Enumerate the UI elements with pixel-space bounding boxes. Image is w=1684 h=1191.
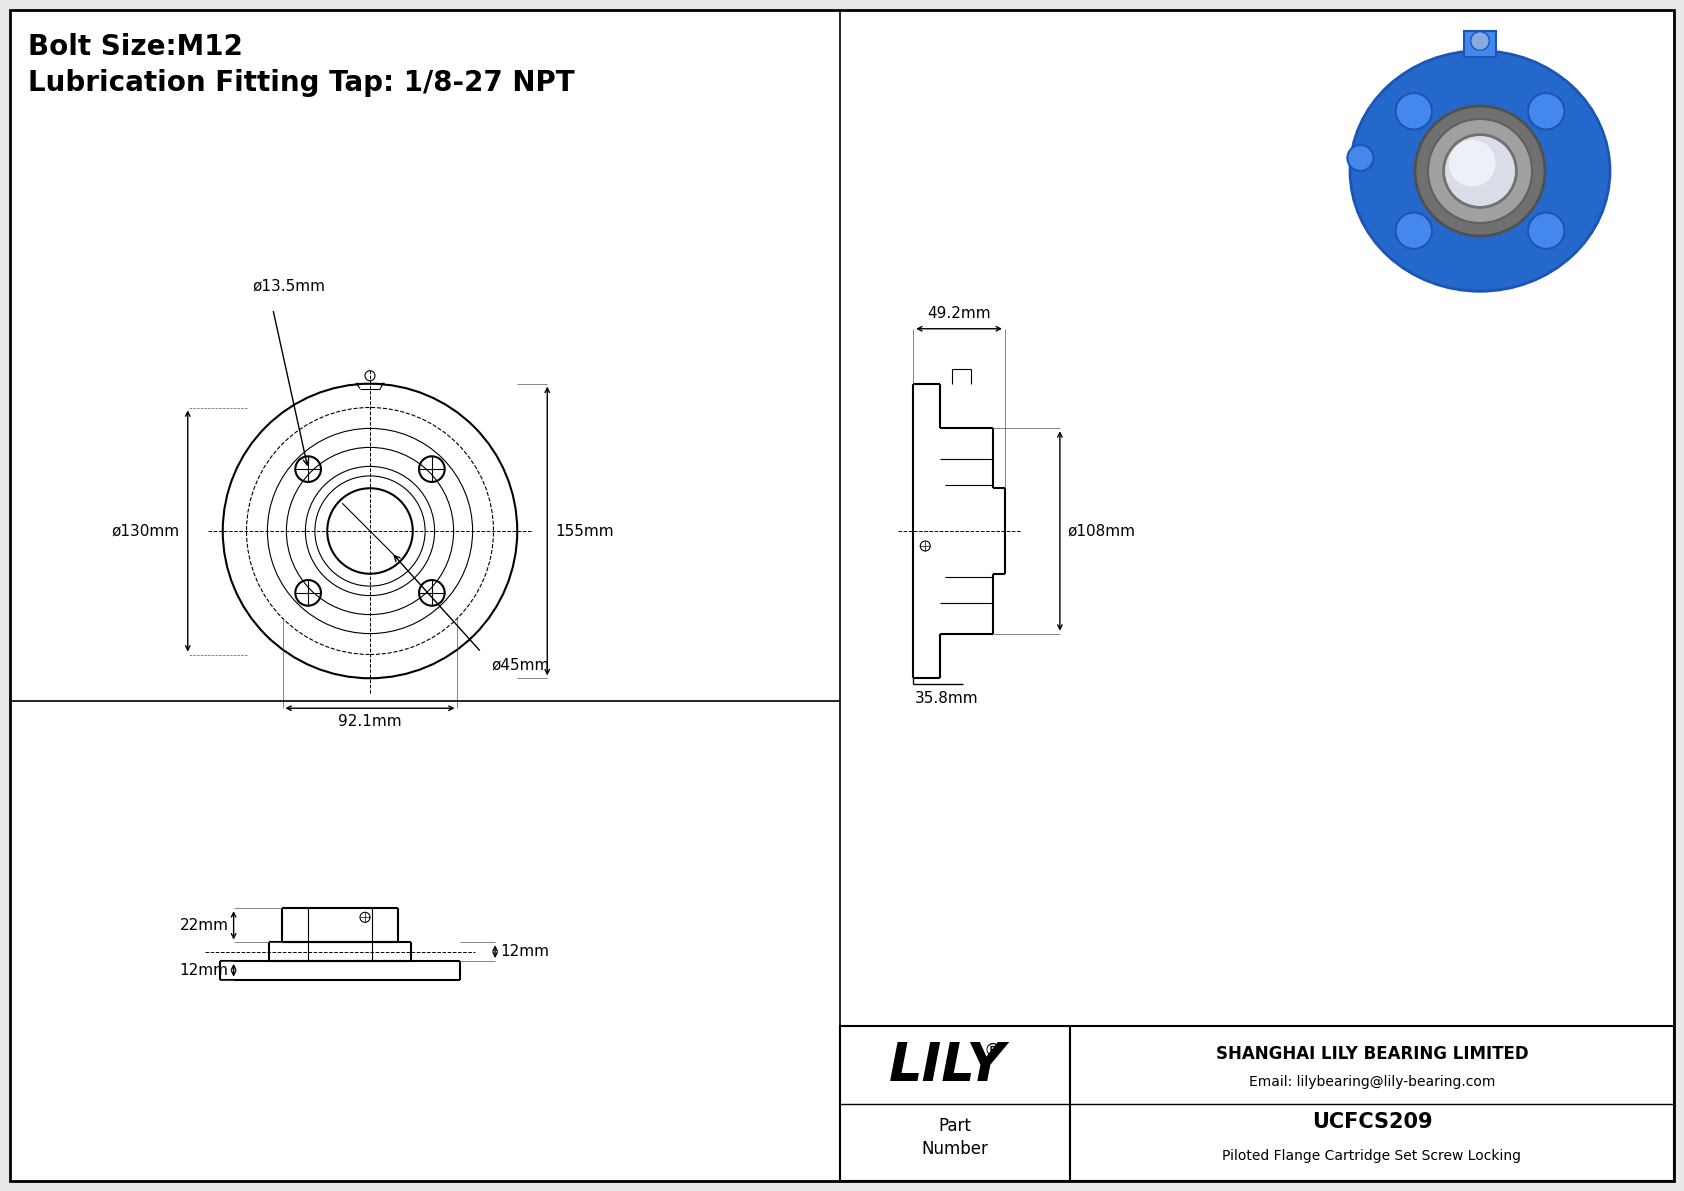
Text: 49.2mm: 49.2mm (928, 306, 990, 320)
Text: 12mm: 12mm (180, 962, 229, 978)
Text: ®: ® (983, 1042, 1002, 1060)
Bar (840, 1025, 1674, 1181)
Circle shape (1527, 93, 1564, 130)
Text: UCFCS209: UCFCS209 (1312, 1112, 1433, 1133)
Circle shape (1443, 135, 1516, 207)
Text: ø13.5mm: ø13.5mm (253, 279, 325, 294)
Text: 12mm: 12mm (500, 944, 549, 959)
Text: Bolt Size:M12: Bolt Size:M12 (29, 33, 242, 61)
Text: 92.1mm: 92.1mm (338, 715, 402, 729)
Text: Part
Number: Part Number (921, 1117, 989, 1159)
Text: Piloted Flange Cartridge Set Screw Locking: Piloted Flange Cartridge Set Screw Locki… (1223, 1149, 1522, 1164)
Circle shape (1347, 145, 1374, 172)
Text: 35.8mm: 35.8mm (916, 691, 978, 706)
Circle shape (1428, 119, 1532, 223)
Circle shape (1396, 212, 1431, 249)
Circle shape (1415, 106, 1544, 236)
Text: Lubrication Fitting Tap: 1/8-27 NPT: Lubrication Fitting Tap: 1/8-27 NPT (29, 69, 574, 96)
Text: ø108mm: ø108mm (1068, 524, 1137, 538)
Circle shape (1448, 139, 1495, 187)
Text: LILY: LILY (889, 1040, 1005, 1092)
Text: SHANGHAI LILY BEARING LIMITED: SHANGHAI LILY BEARING LIMITED (1216, 1045, 1529, 1062)
Text: ø130mm: ø130mm (111, 524, 180, 538)
Bar (1465, 31, 1495, 57)
Text: 155mm: 155mm (556, 524, 615, 538)
Circle shape (1527, 212, 1564, 249)
Text: 22mm: 22mm (180, 918, 229, 933)
Ellipse shape (1351, 51, 1610, 292)
Circle shape (1470, 32, 1489, 50)
Circle shape (1396, 93, 1431, 130)
Text: ø45mm: ø45mm (492, 657, 549, 673)
Text: Email: lilybearing@lily-bearing.com: Email: lilybearing@lily-bearing.com (1250, 1074, 1495, 1089)
